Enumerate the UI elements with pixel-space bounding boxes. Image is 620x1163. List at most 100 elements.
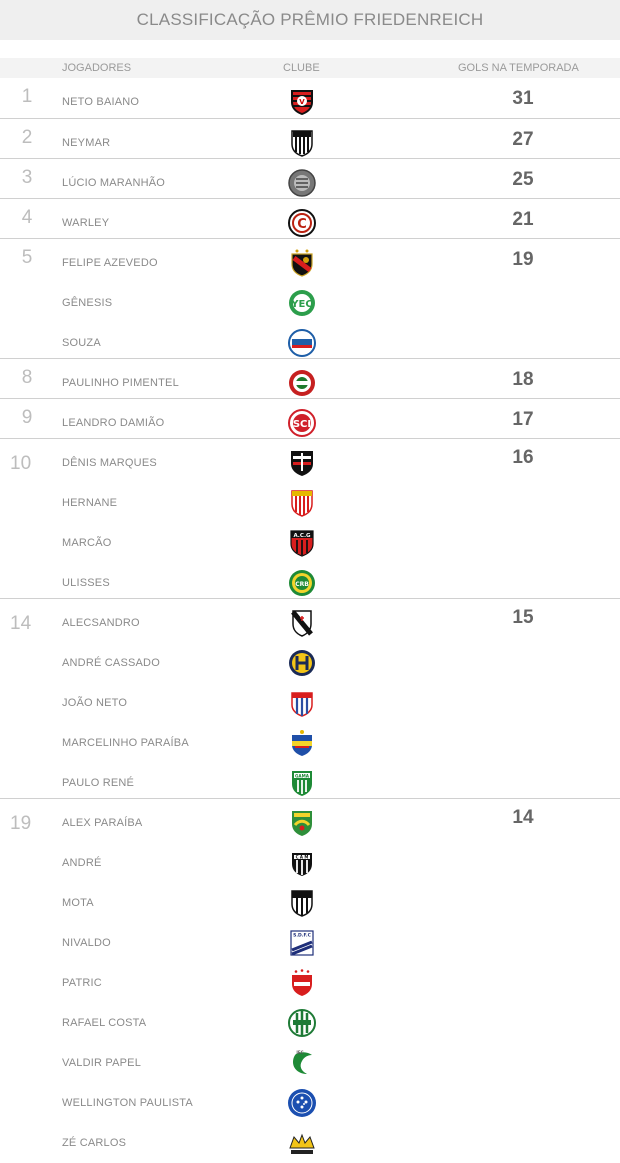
goals-count: 25 [512, 169, 534, 190]
player-name: ALECSANDRO [62, 617, 140, 629]
campinense-badge-icon: C [287, 208, 317, 238]
player-name: WARLEY [62, 217, 110, 229]
goals-count: 27 [512, 129, 534, 150]
rank-position: 1 [21, 86, 33, 107]
ceara-gray-badge-icon [287, 168, 317, 198]
player-name: NEYMAR [62, 137, 111, 149]
table-row: NIVALDO S.D.F.C [0, 922, 620, 962]
player-name: MARCELINHO PARAÍBA [62, 737, 189, 749]
table-row: SOUZA [0, 322, 620, 362]
table-row: MARCÃO A.C.G [0, 522, 620, 562]
rank-group: 5 19 FELIPE AZEVEDO GÊNESIS YEC SOUZA [0, 238, 620, 359]
table-row: WARLEY C [0, 202, 620, 242]
rank-group: 3 25 LÚCIO MARANHÃO [0, 158, 620, 199]
table-row: MARCELINHO PARAÍBA [0, 722, 620, 762]
table-row: HERNANE [0, 482, 620, 522]
rank-position: 14 [10, 613, 32, 634]
atletico-mg-badge-icon: C A M [287, 848, 317, 878]
ceara-badge-icon [287, 888, 317, 918]
page-title: CLASSIFICAÇÃO PRÊMIO FRIEDENREICH [0, 0, 620, 40]
sport-badge-icon [287, 248, 317, 278]
table-row: RAFAEL COSTA [0, 1002, 620, 1042]
rank-position: 5 [21, 247, 33, 268]
player-name: NETO BAIANO [62, 96, 140, 108]
rank-group: 10 16 DÊNIS MARQUES HERNANE MARCÃO A.C.G ULISS… [0, 438, 620, 599]
sdfc-badge-icon: S.D.F.C [287, 928, 317, 958]
column-goals: GOLS NA TEMPORADA [458, 62, 579, 74]
table-row: GÊNESIS YEC [0, 282, 620, 322]
table-row: ALEX PARAÍBA [0, 802, 620, 842]
svg-text:C A M: C A M [296, 854, 309, 859]
rank-position: 2 [21, 127, 33, 148]
goals-count: 14 [512, 807, 534, 828]
table-row: VALDIR PAPEL IEC [0, 1042, 620, 1082]
table-row: NETO BAIANO V [0, 81, 620, 121]
player-name: ANDRÉ [62, 857, 102, 869]
rank-group: 9 17 LEANDRO DAMIÃO SCI [0, 398, 620, 439]
bahia-badge-icon [287, 328, 317, 358]
green-stripes-badge-icon [287, 1008, 317, 1038]
goals-count: 19 [512, 249, 534, 270]
santa-cruz-badge-icon [287, 448, 317, 478]
table-row: ANDRÉ C A M [0, 842, 620, 882]
internacional-badge-icon: SCI [287, 408, 317, 438]
svg-text:YEC: YEC [290, 299, 312, 310]
player-name: ZÉ CARLOS [62, 1137, 127, 1149]
table-row: PAULO RENÉ GAMA [0, 762, 620, 802]
red-blue-shield-icon [287, 688, 317, 718]
rank-position: 4 [21, 207, 33, 228]
column-players: JOGADORES [62, 62, 132, 74]
rank-position: 3 [21, 167, 33, 188]
player-name: ULISSES [62, 577, 110, 589]
column-club: CLUBE [283, 62, 320, 74]
player-name: FELIPE AZEVEDO [62, 257, 158, 269]
green-yellow-shield-icon [287, 808, 317, 838]
gama-badge-icon: GAMA [287, 768, 317, 798]
svg-text:A.C.G: A.C.G [293, 533, 311, 539]
table-row: DÊNIS MARQUES [0, 442, 620, 482]
rank-group: 2 27 NEYMAR [0, 118, 620, 159]
svg-text:GAMA: GAMA [295, 773, 310, 778]
table-row: ANDRÉ CASSADO [0, 642, 620, 682]
rank-group: 14 15 ALECSANDRO ANDRÉ CASSADO JOÃO NETO MARC… [0, 598, 620, 799]
player-name: HERNANE [62, 497, 118, 509]
svg-text:C: C [297, 217, 307, 232]
blue-yellow-shield-icon [287, 728, 317, 758]
svg-text:IEC: IEC [296, 1050, 303, 1055]
table-header: JOGADORES CLUBE GOLS NA TEMPORADA [0, 58, 620, 78]
player-name: NIVALDO [62, 937, 111, 949]
svg-text:S.D.F.C: S.D.F.C [293, 933, 312, 939]
player-name: MOTA [62, 897, 94, 909]
goals-count: 15 [512, 607, 534, 628]
red-green-badge-icon [287, 368, 317, 398]
table-row: ALECSANDRO [0, 602, 620, 642]
player-name: ANDRÉ CASSADO [62, 657, 160, 669]
rank-group: 8 18 PAULINHO PIMENTEL [0, 358, 620, 399]
yellow-crown-badge-icon [287, 1128, 317, 1158]
table-row: LÚCIO MARANHÃO [0, 162, 620, 202]
player-name: GÊNESIS [62, 297, 113, 309]
table-row: JOÃO NETO [0, 682, 620, 722]
rank-position: 8 [21, 367, 33, 388]
player-name: MARCÃO [62, 537, 112, 549]
goals-count: 31 [512, 88, 534, 109]
svg-text:SCI: SCI [293, 419, 311, 430]
table-row: LEANDRO DAMIÃO SCI [0, 402, 620, 442]
table-row: ZÉ CARLOS [0, 1122, 620, 1162]
rank-position: 10 [10, 453, 32, 474]
rank-group: 19 14 ALEX PARAÍBA ANDRÉ C A M MOTA NIVALDO S.D… [0, 798, 620, 1159]
goals-count: 17 [512, 409, 534, 430]
table-row: MOTA [0, 882, 620, 922]
player-name: SOUZA [62, 337, 101, 349]
player-name: DÊNIS MARQUES [62, 457, 157, 469]
player-name: LÚCIO MARANHÃO [62, 177, 166, 189]
table-row: PAULINHO PIMENTEL [0, 362, 620, 402]
mogi-mirim-badge-icon [287, 488, 317, 518]
green-yellow-badge-icon: CRB [287, 568, 317, 598]
player-name: ALEX PARAÍBA [62, 817, 143, 829]
player-name: WELLINGTON PAULISTA [62, 1097, 193, 1109]
player-name: PATRIC [62, 977, 102, 989]
goals-count: 16 [512, 447, 534, 468]
table-row: PATRIC [0, 962, 620, 1002]
vasco-badge-icon [287, 608, 317, 638]
